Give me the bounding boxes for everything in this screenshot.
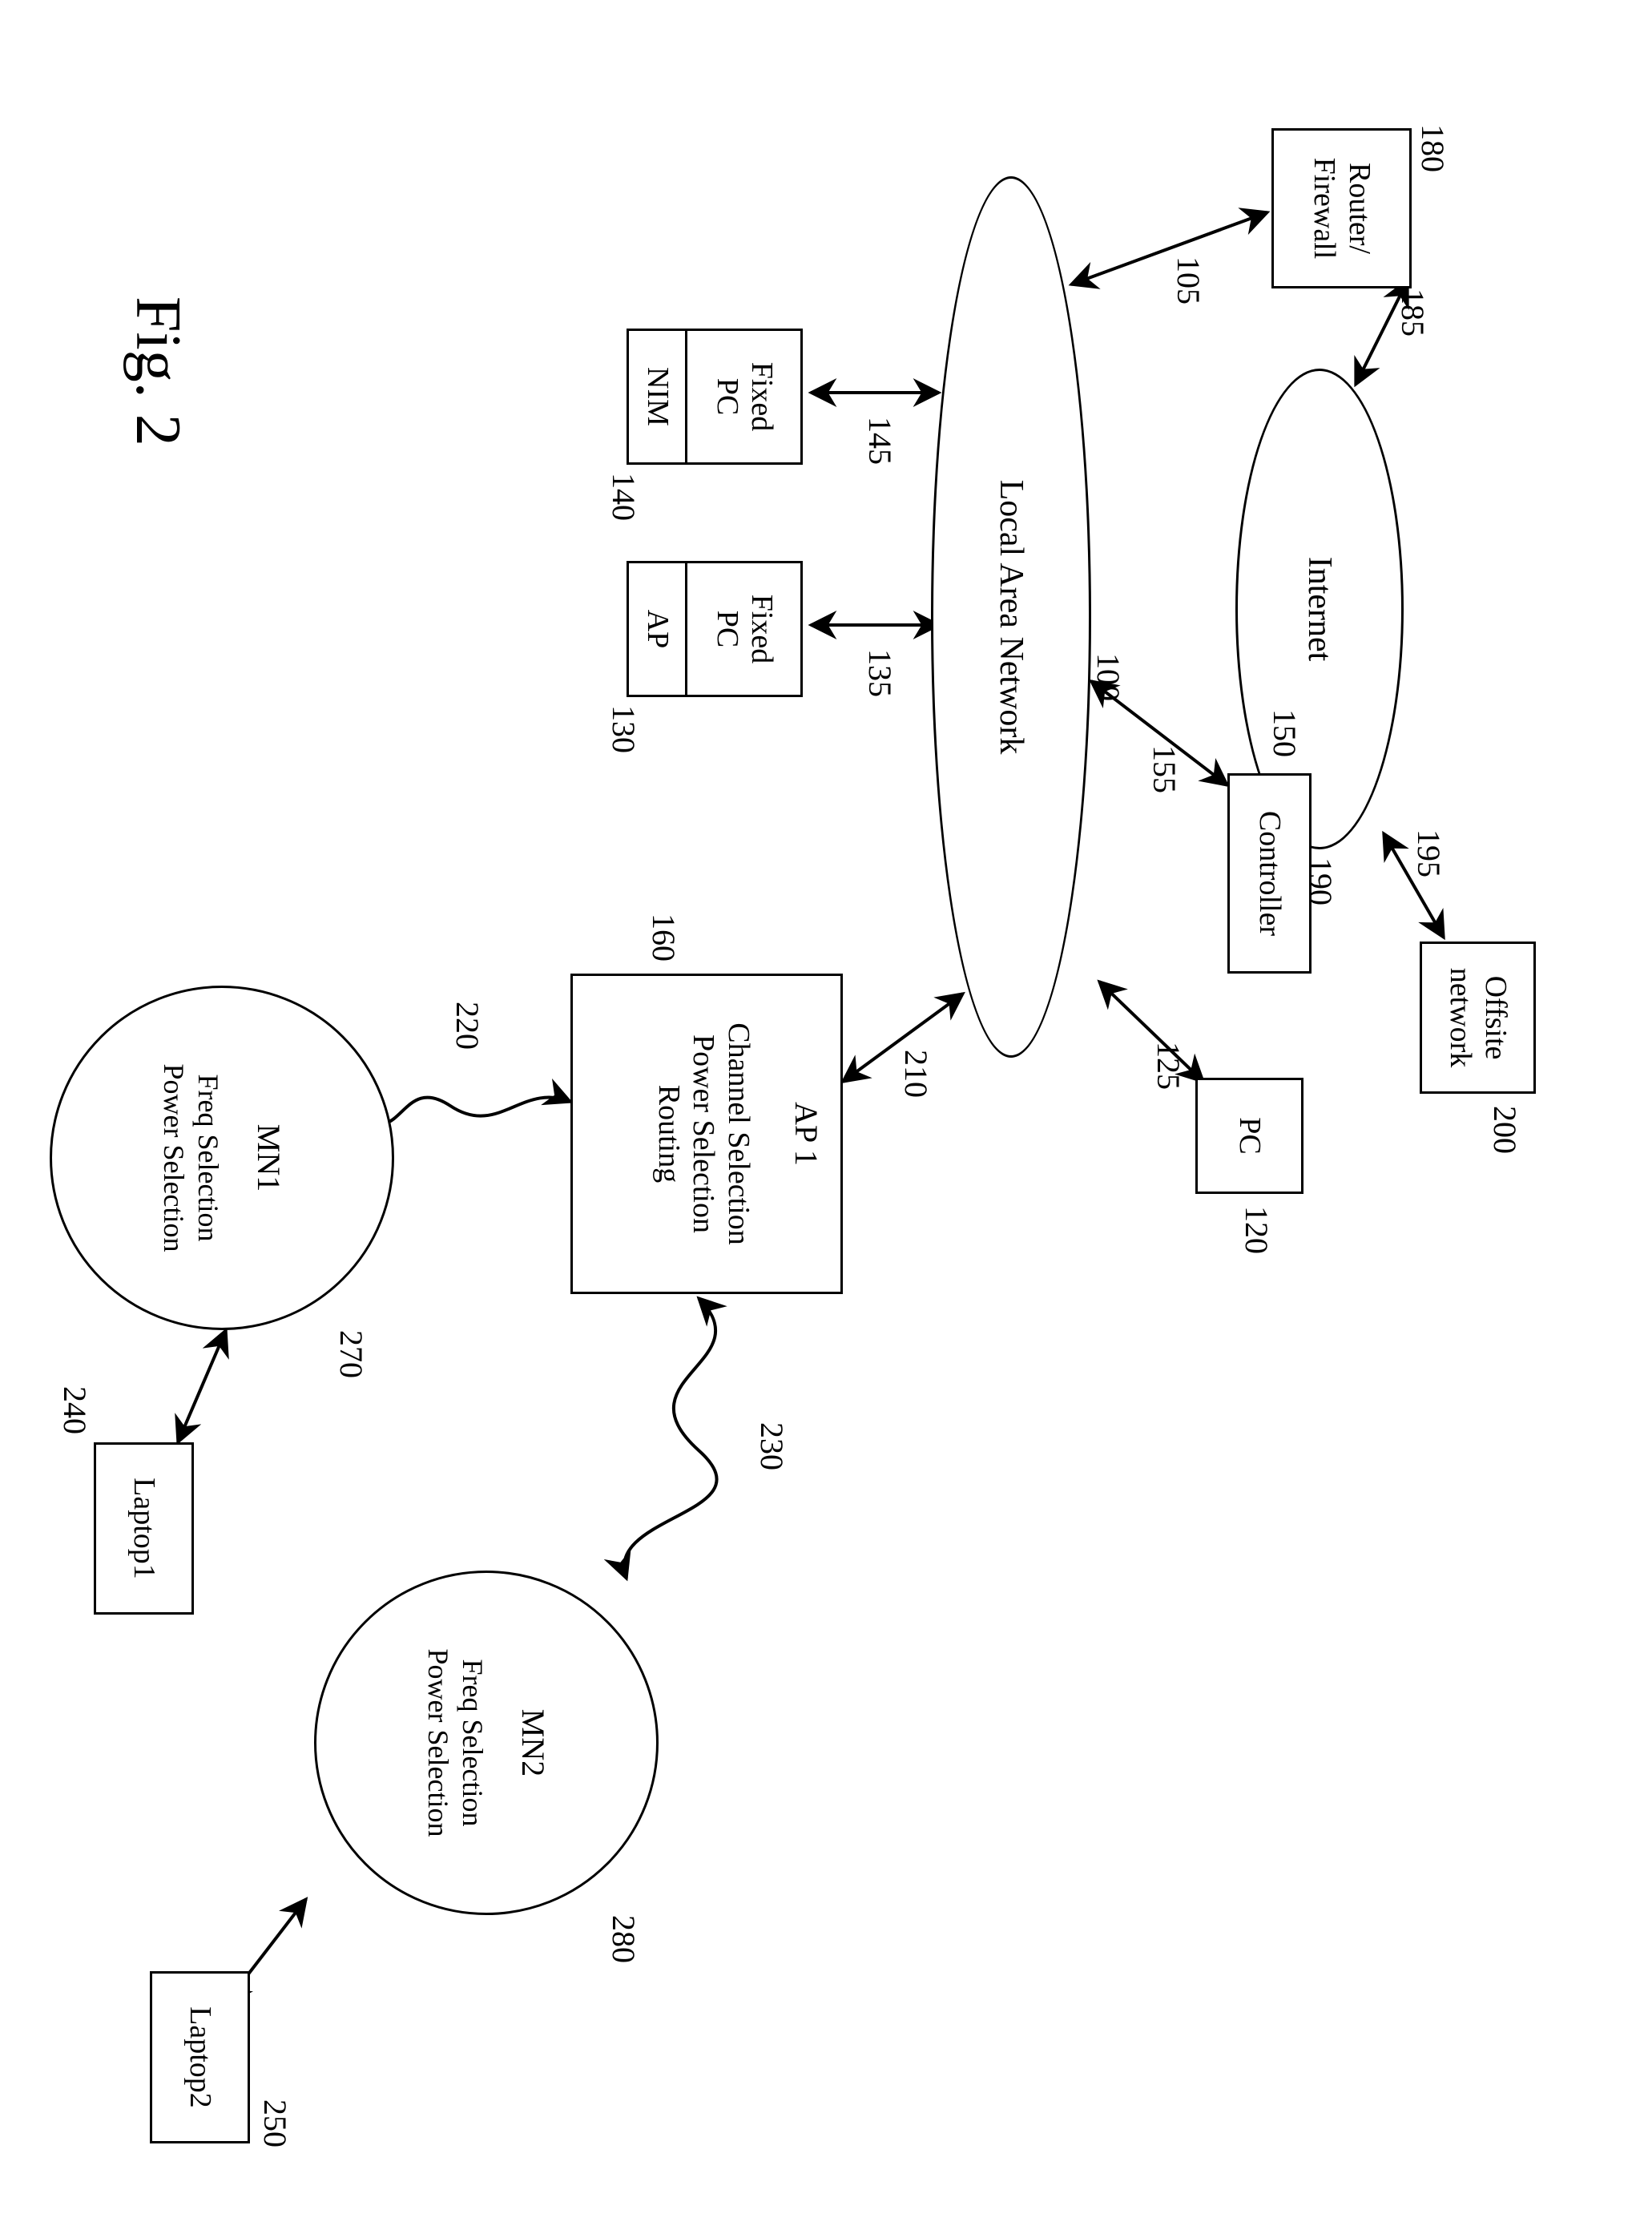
controller-node: Controller <box>1227 773 1312 974</box>
figure-label: Fig. 2 <box>121 296 194 446</box>
internet-label: Internet <box>1300 557 1339 662</box>
ref-280: 280 <box>605 1915 643 1963</box>
ref-160: 160 <box>645 913 683 962</box>
ap1-node: AP 1 Channel Selection Power Selection R… <box>570 974 843 1294</box>
ref-240: 240 <box>56 1386 94 1434</box>
fixedpc-ap-bottom: AP <box>629 610 685 649</box>
fixedpc-nim-node: Fixed PC NIM <box>627 329 803 465</box>
ref-150: 150 <box>1266 709 1303 757</box>
pc-label: PC <box>1232 1117 1267 1154</box>
pc-node: PC <box>1195 1078 1303 1194</box>
mn2-sub: Freq Selection Power Selection <box>421 1649 490 1837</box>
fixedpc-nim-bottom: NIM <box>629 367 685 426</box>
ref-130: 130 <box>605 705 643 753</box>
laptop1-label: Laptop1 <box>127 1478 162 1579</box>
ap1-title: AP 1 <box>788 1102 824 1166</box>
offsite-label: Offsite network <box>1443 968 1513 1068</box>
mn1-node: MN1 Freq Selection Power Selection <box>50 986 394 1330</box>
ref-105: 105 <box>1170 256 1207 304</box>
diagram-canvas: Internet 190 Router/ Firewall 180 Offsit… <box>0 0 1652 1652</box>
edge-mn1-laptop1 <box>178 1330 226 1442</box>
ref-250: 250 <box>256 2099 294 2147</box>
mn2-title: MN2 <box>514 1709 552 1776</box>
mn2-node: MN2 Freq Selection Power Selection <box>314 1571 659 1915</box>
lan-label: Local Area Network <box>992 480 1030 755</box>
router-label: Router/ Firewall <box>1307 158 1376 260</box>
edge-ap1-mn1 <box>362 1097 570 1124</box>
ref-210: 210 <box>897 1050 935 1098</box>
laptop1-node: Laptop1 <box>94 1442 194 1615</box>
ref-220: 220 <box>449 1002 486 1050</box>
controller-label: Controller <box>1252 811 1287 936</box>
mn1-sub: Freq Selection Power Selection <box>156 1064 225 1252</box>
ref-100: 100 <box>1090 653 1127 701</box>
ref-120: 120 <box>1238 1206 1275 1254</box>
ref-135: 135 <box>861 649 899 697</box>
divider <box>685 331 687 462</box>
laptop2-label: Laptop2 <box>183 2006 218 2108</box>
divider <box>685 563 687 695</box>
ref-145: 145 <box>861 417 899 465</box>
laptop2-node: Laptop2 <box>150 1971 250 2143</box>
ref-270: 270 <box>332 1330 370 1378</box>
mn1-title: MN1 <box>249 1124 288 1192</box>
ref-185: 185 <box>1394 288 1432 337</box>
fixedpc-nim-top: Fixed PC <box>687 362 800 432</box>
ref-195: 195 <box>1410 829 1448 877</box>
router-node: Router/ Firewall <box>1271 128 1412 288</box>
ref-125: 125 <box>1150 1042 1187 1090</box>
ap1-sub: Channel Selection Power Selection Routin… <box>651 1022 755 1245</box>
lan-node: Local Area Network <box>931 176 1091 1058</box>
offsite-node: Offsite network <box>1420 942 1536 1094</box>
fixedpc-ap-top: Fixed PC <box>687 595 800 664</box>
ref-200: 200 <box>1486 1106 1524 1154</box>
fixedpc-ap-node: Fixed PC AP <box>627 561 803 697</box>
ref-230: 230 <box>753 1422 791 1470</box>
ref-140: 140 <box>605 473 643 521</box>
ref-155: 155 <box>1146 745 1183 793</box>
ref-180: 180 <box>1414 124 1452 172</box>
edge-ap1-mn2 <box>624 1298 717 1579</box>
